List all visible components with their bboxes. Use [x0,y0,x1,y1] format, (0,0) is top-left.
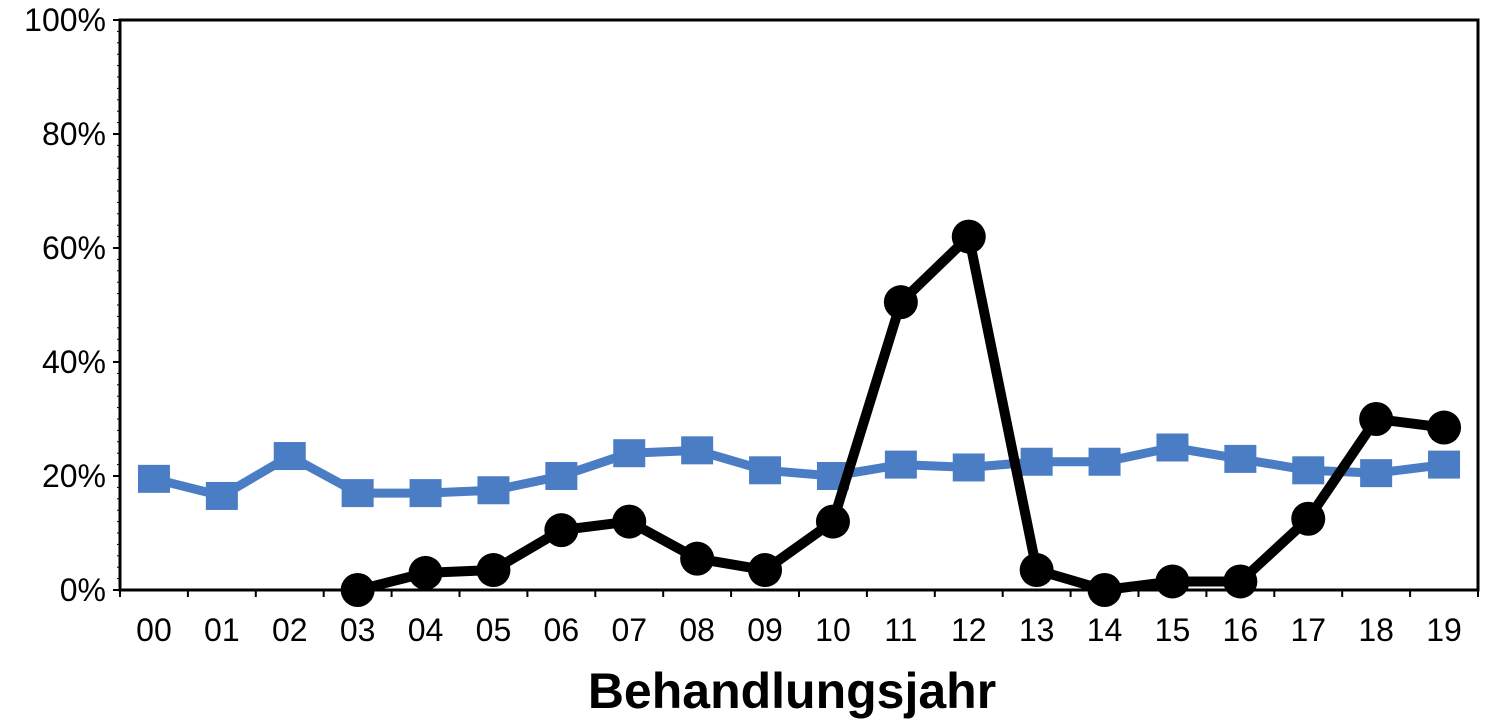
data-point-circle [1019,553,1054,588]
data-point-circle [1291,501,1326,536]
data-point-square [884,450,917,479]
data-point-square [1020,447,1053,476]
x-tick-label: 17 [1290,612,1326,648]
y-axis: 0% 20% 40% 60% 80% 100% [24,2,120,608]
x-tick-label: 14 [1087,612,1123,648]
data-point-square [1360,459,1393,488]
data-point-square [749,456,782,485]
y-tick-label: 40% [42,344,106,380]
data-point-circle [1155,564,1190,599]
data-point-square [952,453,985,482]
data-point-circle [680,541,715,576]
data-point-square [273,442,306,471]
data-point-circle [1223,564,1258,599]
series-2 [340,219,1462,607]
data-point-square [613,439,646,468]
data-point-square [545,462,578,490]
y-tick-label: 100% [24,2,106,38]
data-point-circle [544,513,579,548]
data-point-circle [408,555,443,590]
x-axis: 00 01 02 03 04 05 06 07 08 09 10 11 12 13 14 15 16 17 18 19 [119,590,1479,648]
x-tick-label: 06 [544,612,580,648]
data-point-square [341,479,374,508]
x-tick-label: 04 [408,612,444,648]
x-tick-label: 11 [884,612,917,648]
data-point-square [409,479,442,508]
plot-area [118,18,1480,592]
x-tick-label: 12 [951,612,987,648]
data-point-circle [340,573,375,607]
data-point-square [205,481,238,510]
data-point-circle [748,553,783,588]
y-tick-label: 80% [42,116,106,152]
y-tick-label: 0% [60,572,106,608]
data-point-square [1156,433,1189,462]
data-point-circle [1359,402,1394,436]
x-axis-title: Behandlungsjahr [588,663,996,719]
x-tick-label: 19 [1426,612,1462,648]
x-tick-label: 10 [815,612,851,648]
data-point-square [1292,456,1325,485]
x-tick-label: 05 [476,612,512,648]
data-point-circle [815,504,850,539]
data-point-square [1088,447,1121,476]
x-tick-label: 03 [340,612,376,648]
data-point-circle [883,285,918,320]
data-point-circle [951,219,986,254]
y-tick-label: 20% [42,458,106,494]
data-point-circle [1087,573,1122,607]
data-point-square [137,464,170,493]
data-point-square [1428,450,1461,479]
data-point-circle [1427,410,1462,445]
series-1 [137,433,1461,510]
y-tick-label: 60% [42,230,106,266]
data-point-square [681,436,714,465]
x-tick-label: 16 [1223,612,1259,648]
x-tick-label: 01 [204,612,240,648]
data-point-circle [612,504,647,539]
x-tick-label: 09 [747,612,783,648]
data-point-square [1224,444,1257,473]
x-tick-label: 07 [611,612,647,648]
x-tick-label: 15 [1155,612,1191,648]
data-point-square [477,476,510,505]
x-tick-label: 02 [272,612,308,648]
x-tick-label: 00 [136,612,172,648]
x-tick-label: 18 [1358,612,1394,648]
series-layer [137,219,1462,607]
data-point-circle [476,553,511,588]
x-tick-label: 08 [679,612,715,648]
x-tick-label: 13 [1019,612,1055,648]
